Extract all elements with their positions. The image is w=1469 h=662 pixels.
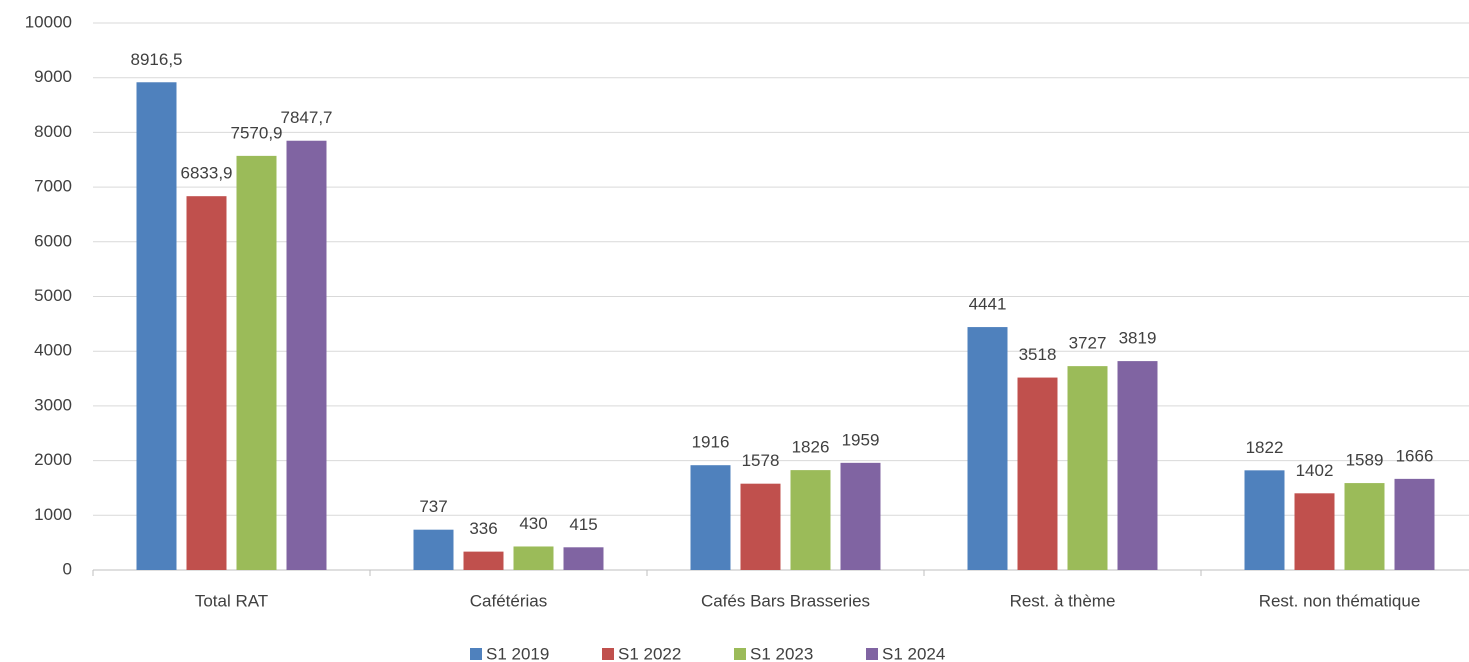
x-tick-label: Rest. non thématique — [1259, 591, 1421, 610]
bar — [1244, 470, 1285, 570]
x-tick-label: Cafétérias — [470, 591, 547, 610]
data-label: 7570,9 — [231, 123, 283, 142]
legend-label: S1 2019 — [486, 644, 549, 662]
bar — [1017, 377, 1058, 570]
legend-label: S1 2023 — [750, 644, 813, 662]
x-tick-label: Total RAT — [195, 591, 268, 610]
bar — [967, 327, 1008, 570]
data-label: 7847,7 — [281, 108, 333, 127]
legend-swatch — [602, 648, 614, 660]
data-label: 1916 — [692, 433, 730, 452]
bar — [1344, 483, 1385, 570]
y-tick-label: 6000 — [34, 231, 72, 250]
y-tick-label: 3000 — [34, 395, 72, 414]
data-label: 1402 — [1296, 461, 1334, 480]
bar — [563, 547, 604, 570]
data-label: 3727 — [1069, 334, 1107, 353]
y-tick-label: 1000 — [34, 505, 72, 524]
legend-label: S1 2022 — [618, 644, 681, 662]
bar — [740, 483, 781, 570]
data-label: 430 — [519, 514, 547, 533]
data-label: 1822 — [1246, 438, 1284, 457]
legend-swatch — [470, 648, 482, 660]
bar — [790, 470, 831, 570]
bar — [413, 529, 454, 570]
x-tick-label: Cafés Bars Brasseries — [701, 591, 870, 610]
data-label: 737 — [419, 497, 447, 516]
bar — [1117, 361, 1158, 570]
bar — [1394, 478, 1435, 570]
bar — [186, 196, 227, 570]
data-label: 415 — [569, 515, 597, 534]
y-tick-label: 7000 — [34, 177, 72, 196]
legend-label: S1 2024 — [882, 644, 945, 662]
y-tick-label: 2000 — [34, 450, 72, 469]
data-label: 1578 — [742, 451, 780, 470]
data-label: 1959 — [842, 430, 880, 449]
y-tick-label: 10000 — [25, 12, 72, 31]
bar — [1294, 493, 1335, 570]
data-label: 3819 — [1119, 329, 1157, 348]
y-tick-label: 8000 — [34, 122, 72, 141]
bar — [690, 465, 731, 570]
bar — [286, 140, 327, 570]
data-label: 3518 — [1019, 345, 1057, 364]
legend-swatch — [866, 648, 878, 660]
bar — [1067, 366, 1108, 570]
data-label: 1589 — [1346, 451, 1384, 470]
x-tick-label: Rest. à thème — [1010, 591, 1116, 610]
y-tick-label: 5000 — [34, 286, 72, 305]
bar — [513, 546, 554, 570]
data-label: 4441 — [969, 295, 1007, 314]
bar — [136, 82, 177, 570]
data-label: 8916,5 — [131, 50, 183, 69]
y-tick-label: 4000 — [34, 341, 72, 360]
bar — [236, 155, 277, 570]
bar — [463, 551, 504, 570]
legend-swatch — [734, 648, 746, 660]
y-tick-label: 9000 — [34, 67, 72, 86]
data-label: 1666 — [1396, 446, 1434, 465]
y-tick-label: 0 — [63, 559, 72, 578]
data-label: 6833,9 — [181, 164, 233, 183]
data-label: 336 — [469, 519, 497, 538]
data-label: 1826 — [792, 438, 830, 457]
bar — [840, 462, 881, 570]
